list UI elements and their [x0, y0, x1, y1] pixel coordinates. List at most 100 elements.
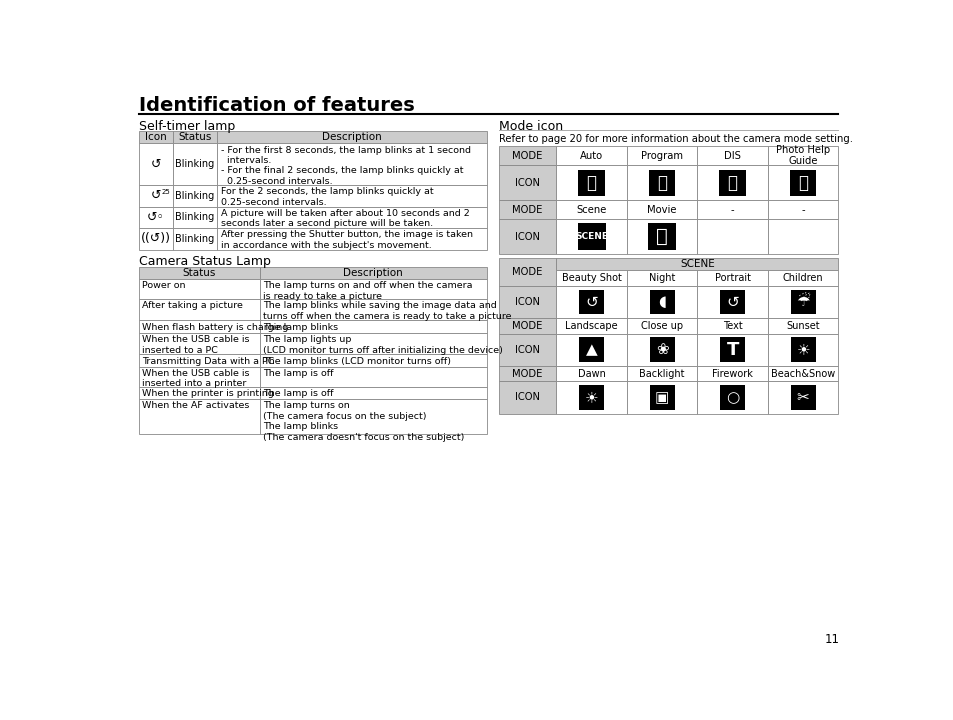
Bar — [626, 219, 697, 254]
Bar — [720, 338, 744, 362]
Text: MODE: MODE — [512, 150, 542, 161]
Text: Sunset: Sunset — [785, 321, 820, 331]
Bar — [719, 170, 745, 196]
Text: ICON: ICON — [515, 345, 539, 355]
Bar — [720, 385, 744, 410]
Bar — [556, 165, 626, 200]
Text: Photo Help
Guide: Photo Help Guide — [776, 145, 829, 166]
Bar — [172, 207, 216, 228]
Bar — [139, 207, 172, 228]
Bar — [259, 366, 486, 387]
Bar — [216, 207, 486, 228]
Bar — [172, 143, 216, 185]
Bar — [790, 385, 815, 410]
Text: ☀: ☀ — [584, 390, 598, 405]
Text: ↺◦: ↺◦ — [147, 211, 165, 224]
Bar — [767, 366, 838, 382]
Text: When the AF activates: When the AF activates — [142, 401, 250, 410]
Bar — [259, 266, 486, 279]
Bar — [626, 382, 697, 414]
Text: ○: ○ — [725, 390, 739, 405]
Bar — [556, 219, 626, 254]
Bar — [259, 399, 486, 434]
Text: 🎥: 🎥 — [656, 227, 667, 246]
Text: Beauty Shot: Beauty Shot — [561, 273, 621, 283]
Text: Portrait: Portrait — [714, 273, 750, 283]
Bar — [259, 320, 486, 333]
Text: Children: Children — [782, 273, 822, 283]
Text: ❀: ❀ — [655, 342, 668, 357]
Bar — [697, 286, 767, 318]
Text: The lamp turns on and off when the camera
is ready to take a picture: The lamp turns on and off when the camer… — [262, 282, 472, 301]
Text: ICON: ICON — [515, 178, 539, 188]
Text: ✋: ✋ — [727, 174, 737, 192]
Text: MODE: MODE — [512, 369, 542, 379]
Text: Blinking: Blinking — [175, 159, 214, 169]
Bar — [139, 399, 259, 434]
Text: Self-timer lamp: Self-timer lamp — [139, 120, 235, 132]
Text: Transmitting Data with a PC: Transmitting Data with a PC — [142, 356, 274, 366]
Bar — [789, 170, 816, 196]
Bar — [649, 289, 674, 315]
Text: -: - — [801, 204, 804, 215]
Bar — [578, 338, 603, 362]
Text: Description: Description — [343, 268, 402, 278]
Bar — [259, 354, 486, 366]
Text: The lamp is off: The lamp is off — [262, 389, 333, 398]
Text: Camera Status Lamp: Camera Status Lamp — [139, 255, 271, 268]
Bar — [556, 382, 626, 414]
Bar — [790, 289, 815, 315]
Bar — [697, 219, 767, 254]
Bar — [578, 222, 605, 251]
Text: For the 2 seconds, the lamp blinks quickly at
0.25-second intervals.: For the 2 seconds, the lamp blinks quick… — [220, 187, 433, 207]
Text: The lamp blinks: The lamp blinks — [262, 323, 337, 332]
Text: The lamp blinks while saving the image data and
turns off when the camera is rea: The lamp blinks while saving the image d… — [262, 301, 511, 320]
Bar — [216, 131, 486, 143]
Bar — [139, 228, 172, 250]
Bar — [697, 366, 767, 382]
Text: The lamp turns on
(The camera focus on the subject)
The lamp blinks
(The camera : The lamp turns on (The camera focus on t… — [262, 401, 463, 441]
Text: The lamp is off: The lamp is off — [262, 369, 333, 378]
Text: Backlight: Backlight — [639, 369, 684, 379]
Bar — [139, 299, 259, 320]
Text: ▣: ▣ — [655, 390, 669, 405]
Text: Beach&Snow: Beach&Snow — [770, 369, 835, 379]
Bar — [647, 222, 676, 251]
Text: When the USB cable is
inserted into a printer: When the USB cable is inserted into a pr… — [142, 369, 250, 388]
Text: MODE: MODE — [512, 321, 542, 331]
Bar — [578, 170, 604, 196]
Bar — [720, 289, 744, 315]
Text: MODE: MODE — [512, 267, 542, 277]
Bar — [767, 165, 838, 200]
Bar — [767, 271, 838, 286]
Bar — [697, 318, 767, 333]
Bar — [649, 338, 674, 362]
Text: Night: Night — [648, 273, 675, 283]
Bar — [259, 387, 486, 399]
Bar — [697, 333, 767, 366]
Bar — [697, 146, 767, 165]
Text: ✂: ✂ — [796, 390, 809, 405]
Bar — [139, 333, 259, 354]
Text: Close up: Close up — [640, 321, 682, 331]
Bar — [139, 279, 259, 299]
Text: ICON: ICON — [515, 297, 539, 307]
Bar — [556, 366, 626, 382]
Bar — [626, 333, 697, 366]
Text: ↺: ↺ — [725, 294, 739, 310]
Text: ↺: ↺ — [151, 189, 161, 202]
Text: A picture will be taken after about 10 seconds and 2
seconds later a second pict: A picture will be taken after about 10 s… — [220, 209, 469, 228]
Bar — [556, 318, 626, 333]
Bar — [626, 200, 697, 219]
Bar — [498, 219, 556, 254]
Text: ((↺)): ((↺)) — [141, 233, 171, 246]
Text: ICON: ICON — [515, 232, 539, 241]
Bar — [626, 286, 697, 318]
Bar — [139, 354, 259, 366]
Text: Firework: Firework — [712, 369, 752, 379]
Bar — [697, 271, 767, 286]
Text: ◖: ◖ — [658, 294, 665, 310]
Bar — [216, 185, 486, 207]
Text: SCENE: SCENE — [575, 232, 607, 241]
Bar — [139, 320, 259, 333]
